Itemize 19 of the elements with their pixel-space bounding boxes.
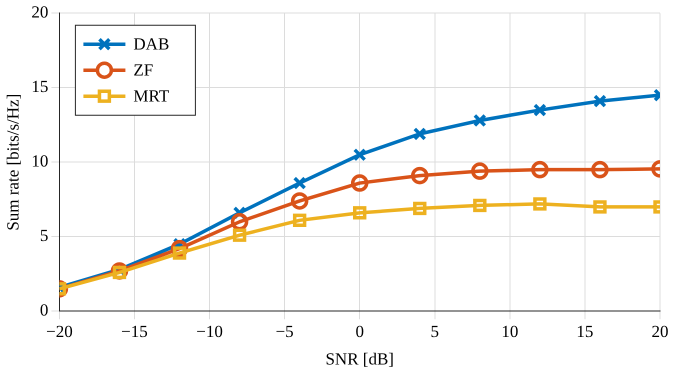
- legend-label: ZF: [133, 60, 154, 80]
- y-tick-label: 5: [40, 226, 48, 246]
- x-tick-label: 5: [430, 322, 440, 341]
- x-tick-label: −15: [121, 322, 148, 341]
- y-tick-label: 0: [40, 300, 48, 320]
- y-axis-title: Sum rate [bits/s/Hz]: [4, 94, 23, 231]
- x-tick-label: −5: [276, 322, 294, 341]
- x-axis-title: SNR [dB]: [325, 349, 394, 368]
- y-tick-label: 20: [31, 2, 48, 22]
- legend-label: MRT: [133, 86, 170, 106]
- x-tick-label: −20: [46, 322, 73, 341]
- legend-label: DAB: [133, 34, 170, 54]
- x-tick-label: 10: [501, 322, 518, 341]
- x-tick-label: −10: [196, 322, 223, 341]
- y-tick-label: 10: [31, 152, 48, 171]
- x-tick-label: 15: [576, 322, 594, 341]
- x-tick-label: 0: [355, 322, 364, 341]
- x-tick-label: 20: [652, 322, 668, 341]
- y-tick-label: 15: [31, 77, 48, 96]
